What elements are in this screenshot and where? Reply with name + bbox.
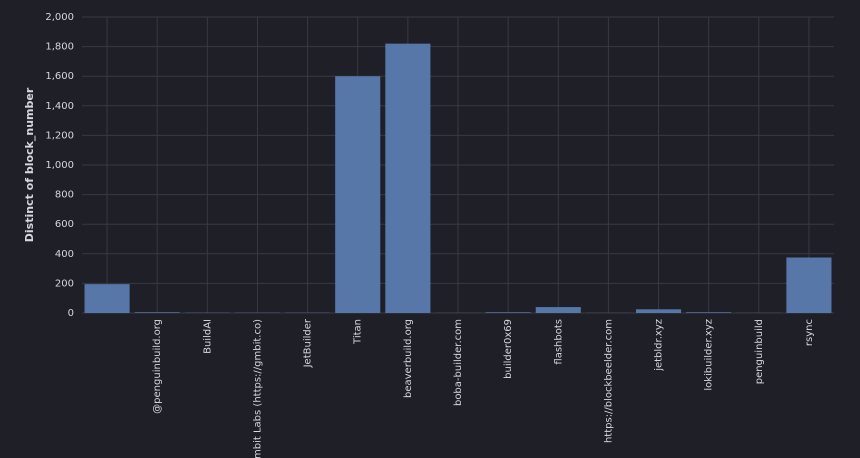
bar <box>134 312 180 313</box>
y-tick-label: 1,000 <box>45 160 74 171</box>
y-tick-label: 200 <box>55 278 74 289</box>
y-tick-label: 1,600 <box>45 71 74 82</box>
bar <box>535 307 581 313</box>
x-tick-label: builder0x69 <box>503 319 514 379</box>
x-tick-label: Gambit Labs (https://gmbit.co) <box>252 319 263 458</box>
bar <box>786 257 832 313</box>
x-tick-label: boba-builder.com <box>453 319 464 406</box>
y-tick-label: 0 <box>68 308 74 319</box>
y-tick-label: 1,200 <box>45 130 74 141</box>
x-tick-label: JetBuilder <box>303 318 314 368</box>
x-tick-label: BuildAI <box>202 319 213 354</box>
bar <box>686 312 732 313</box>
x-tick-label: penguinbuild <box>754 319 765 384</box>
x-tick-label: beaverbuild.org <box>403 319 414 398</box>
y-tick-label: 600 <box>55 219 74 230</box>
y-axis-label: Distinct of block_number <box>23 87 36 242</box>
x-tick-label: Titan <box>353 319 364 345</box>
bar <box>485 312 531 313</box>
y-tick-label: 1,800 <box>45 42 74 53</box>
y-tick-label: 400 <box>55 249 74 260</box>
x-tick-label: lokibuilder.xyz <box>704 319 715 391</box>
bar <box>635 309 682 313</box>
x-tick-label: @penguinbuild.org <box>152 319 163 414</box>
bar <box>84 284 130 313</box>
bar <box>335 76 381 313</box>
x-tick-label: jetbldr.xyz <box>654 319 665 372</box>
x-tick-label: rsync <box>804 319 815 346</box>
y-tick-label: 2,000 <box>45 12 74 23</box>
y-tick-label: 1,400 <box>45 101 74 112</box>
bar <box>385 43 431 313</box>
y-tick-label: 800 <box>55 190 74 201</box>
x-tick-label: https://blockbeelder.com <box>603 319 614 443</box>
x-tick-label: flashbots <box>553 319 564 365</box>
